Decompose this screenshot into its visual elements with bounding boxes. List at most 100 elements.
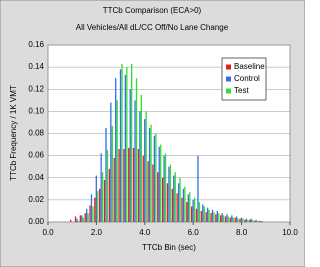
bar (119, 69, 122, 223)
bar (131, 63, 133, 223)
bar (82, 217, 84, 222)
x-tick-label: 0.0 (42, 228, 54, 237)
bar (140, 94, 143, 222)
bar (124, 74, 127, 223)
bar (126, 67, 128, 222)
bar (157, 172, 159, 222)
chart-title: TTCb Comparison (ECA>0) (103, 6, 202, 15)
bar (206, 207, 209, 222)
bar (77, 220, 80, 222)
x-tick-label: 4.0 (139, 228, 151, 237)
bar (211, 209, 214, 222)
bar (89, 205, 91, 222)
y-tick-label: 0.04 (28, 173, 44, 182)
bar (255, 219, 257, 222)
bar (203, 206, 205, 222)
y-tick-label: 0.06 (28, 151, 44, 160)
bar (97, 191, 99, 222)
bar (176, 193, 178, 222)
bar (134, 100, 136, 222)
bar (193, 197, 196, 222)
bar (121, 63, 123, 223)
bar (148, 127, 151, 222)
bar (116, 100, 118, 222)
bar (74, 216, 77, 222)
y-tick-label: 0.12 (28, 84, 44, 93)
bar (236, 216, 238, 222)
bar (210, 213, 212, 222)
bar (261, 220, 264, 222)
bar (249, 219, 251, 222)
bar (150, 124, 152, 222)
bar (135, 78, 138, 222)
bar (90, 194, 93, 222)
bar (240, 217, 243, 222)
bar (142, 155, 144, 222)
bar (237, 218, 239, 222)
x-axis-label: TTCb Bin (sec) (142, 243, 196, 252)
bar (155, 133, 157, 222)
bar (198, 202, 201, 222)
bar (192, 199, 194, 222)
bar (173, 175, 175, 222)
bar (195, 208, 198, 222)
bar (224, 216, 227, 222)
bar (168, 166, 170, 222)
bar (213, 212, 215, 222)
bar (247, 219, 249, 222)
bar (103, 179, 106, 222)
bar (139, 111, 141, 222)
y-tick-label: 0.14 (28, 62, 44, 71)
legend-swatch (226, 76, 231, 82)
bar (244, 219, 246, 222)
bar (220, 215, 222, 222)
bar (258, 220, 261, 222)
bar (222, 215, 225, 222)
bar (205, 212, 207, 222)
y-tick-label: 0.10 (28, 106, 44, 115)
bar (200, 210, 202, 222)
bar (100, 153, 102, 222)
legend-label: Control (234, 74, 260, 83)
bar (161, 177, 164, 222)
bar (118, 148, 120, 222)
bar (245, 218, 248, 222)
bar (208, 209, 210, 222)
bar (250, 218, 252, 222)
y-axis-label: TTCb Frequency / 1K VMT (9, 85, 18, 181)
bar (101, 172, 104, 222)
bar (106, 150, 109, 222)
bar (174, 172, 176, 222)
bar (227, 216, 230, 222)
bar (239, 218, 241, 222)
x-tick-label: 8.0 (236, 228, 248, 237)
chart: TTCb Comparison (ECA>0) All Vehicles/All… (0, 0, 305, 267)
bar (164, 153, 167, 222)
bar (226, 214, 228, 222)
bar (145, 111, 147, 222)
bar (95, 175, 97, 222)
y-tick-label: 0.16 (28, 40, 44, 49)
bar (197, 155, 199, 222)
bar (152, 164, 154, 222)
bar (92, 206, 94, 222)
bar (158, 146, 160, 222)
bar (153, 135, 156, 222)
bar (79, 215, 81, 222)
bar (256, 220, 259, 222)
bar (128, 147, 130, 222)
bar (85, 208, 88, 222)
bar (144, 119, 146, 222)
bar (232, 217, 234, 222)
bar (215, 214, 217, 222)
bar (218, 213, 220, 222)
bar (99, 188, 101, 222)
bar (113, 157, 115, 222)
legend-label: Test (234, 86, 249, 95)
bar (216, 210, 218, 222)
bar (76, 218, 78, 222)
bar (70, 219, 72, 222)
x-tick-label: 6.0 (188, 228, 200, 237)
bar (179, 177, 181, 222)
bar (137, 148, 140, 222)
